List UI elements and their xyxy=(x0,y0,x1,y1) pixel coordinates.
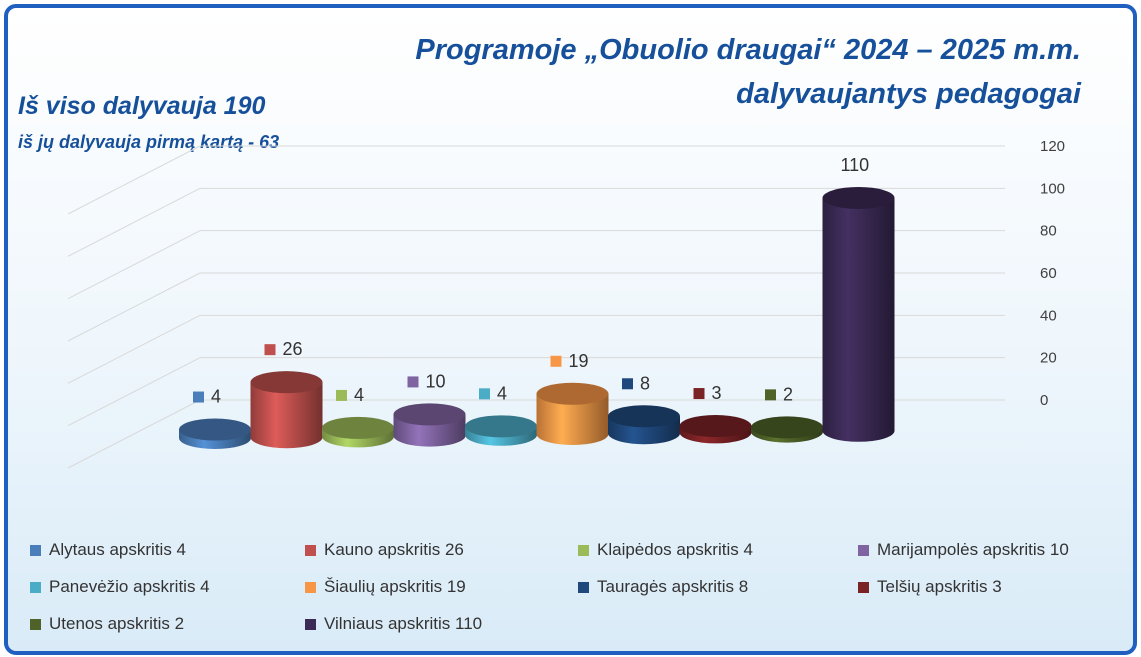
gridline-side xyxy=(67,399,201,469)
bar-top xyxy=(322,416,394,439)
legend-item: Kauno apskritis 26 xyxy=(305,540,464,560)
bar-top xyxy=(608,405,680,428)
legend-item: Alytaus apskritis 4 xyxy=(30,540,186,560)
y-tick-label: 0 xyxy=(1040,392,1048,409)
legend-item: Marijampolės apskritis 10 xyxy=(858,540,1069,560)
bar-6 xyxy=(608,405,680,445)
gridline-side xyxy=(67,145,201,215)
chart-title: Programoje „Obuolio draugai“ 2024 – 2025… xyxy=(281,28,1081,116)
legend-item: Utenos apskritis 2 xyxy=(30,614,184,634)
bar-9 xyxy=(822,186,895,442)
bar-4 xyxy=(465,415,537,446)
gridline-side xyxy=(67,357,201,427)
legend-label: Klaipėdos apskritis 4 xyxy=(597,540,753,559)
y-tick-label: 120 xyxy=(1040,138,1065,155)
gridline-side xyxy=(67,314,201,384)
y-axis: 0 20 40 60 80 100 120 xyxy=(1040,138,1065,409)
bar-top xyxy=(822,186,895,209)
legend-marker xyxy=(858,581,869,593)
bar-top xyxy=(393,403,466,426)
legend-label: Kauno apskritis 26 xyxy=(324,540,464,559)
legend-item: Vilniaus apskritis 110 xyxy=(305,614,482,634)
legend-marker xyxy=(30,581,41,593)
bar-5 xyxy=(536,382,609,446)
data-label-marker xyxy=(693,388,705,400)
bar-top xyxy=(536,382,609,405)
data-label: 4 xyxy=(211,387,221,407)
legend-item: Panevėžio apskritis 4 xyxy=(30,577,210,597)
data-label: 10 xyxy=(426,371,446,391)
total-participants: Iš viso dalyvauja 190 xyxy=(18,92,266,120)
legend-label: Telšių apskritis 3 xyxy=(877,577,1002,596)
legend-marker xyxy=(30,618,41,630)
legend-label: Marijampolės apskritis 10 xyxy=(877,540,1069,559)
gridline-side xyxy=(67,187,201,257)
gridline-side xyxy=(67,230,201,300)
first-time-participants: iš jų dalyvauja pirmą kartą - 63 xyxy=(18,132,280,152)
data-label: 26 xyxy=(283,339,303,359)
y-tick-label: 60 xyxy=(1040,265,1057,282)
data-label-marker xyxy=(193,391,204,403)
legend-marker xyxy=(578,544,589,556)
legend-label: Šiaulių apskritis 19 xyxy=(324,577,466,596)
bar-7 xyxy=(679,415,752,444)
legend-item: Telšių apskritis 3 xyxy=(858,577,1002,597)
legend-label: Tauragės apskritis 8 xyxy=(597,577,749,596)
gridline-side xyxy=(67,272,201,342)
data-label-marker xyxy=(765,389,776,401)
legend-marker xyxy=(305,544,316,556)
legend-label: Vilniaus apskritis 110 xyxy=(324,614,483,633)
data-label-marker xyxy=(407,376,419,388)
y-tick-label: 20 xyxy=(1040,350,1057,367)
data-label: 4 xyxy=(497,383,507,403)
data-label-marker xyxy=(550,355,562,367)
bar-top xyxy=(179,418,251,441)
bar-top xyxy=(465,415,537,438)
data-label: 110 xyxy=(841,155,870,175)
legend-marker xyxy=(858,544,869,556)
data-label: 8 xyxy=(640,373,650,393)
legend-item: Šiaulių apskritis 19 xyxy=(305,577,466,597)
data-label: 2 xyxy=(783,384,793,404)
legend-marker xyxy=(305,618,316,630)
legend-label: Utenos apskritis 2 xyxy=(49,614,185,633)
y-tick-label: 40 xyxy=(1040,307,1057,324)
data-label: 4 xyxy=(354,385,364,405)
legend-marker xyxy=(305,581,316,593)
data-label-marker xyxy=(479,388,490,400)
bar-top xyxy=(751,416,823,439)
y-tick-label: 100 xyxy=(1040,180,1065,197)
chart-title-line1: Programoje „Obuolio draugai“ 2024 – 2025… xyxy=(415,34,1081,66)
data-label: 19 xyxy=(569,351,589,371)
legend-item: Tauragės apskritis 8 xyxy=(578,577,748,597)
bar-8 xyxy=(751,416,823,443)
bar-body xyxy=(536,393,609,446)
bar-1 xyxy=(250,371,323,449)
bar-body xyxy=(822,197,895,442)
data-label: 3 xyxy=(712,383,722,403)
legend-label: Panevėžio apskritis 4 xyxy=(49,577,210,596)
legend-item: Klaipėdos apskritis 4 xyxy=(578,540,753,560)
legend-marker xyxy=(30,544,41,556)
bar-top xyxy=(679,415,752,438)
legend-label: Alytaus apskritis 4 xyxy=(49,540,186,559)
bar-0 xyxy=(179,418,251,449)
data-label-marker xyxy=(336,389,347,401)
data-label-marker xyxy=(622,378,633,390)
bar-2 xyxy=(322,416,394,448)
data-label-marker xyxy=(264,344,276,356)
bar-3 xyxy=(393,403,466,447)
legend-marker xyxy=(578,581,589,593)
bar-body xyxy=(250,382,323,449)
y-tick-label: 80 xyxy=(1040,223,1057,240)
bars xyxy=(179,186,895,449)
chart-title-line2: dalyvaujantys pedagogai xyxy=(736,78,1081,110)
chart-frame xyxy=(4,4,1137,655)
bar-top xyxy=(250,371,323,394)
data-labels: 4 26 4 10 4 19 8 3 2 110 xyxy=(193,155,869,407)
